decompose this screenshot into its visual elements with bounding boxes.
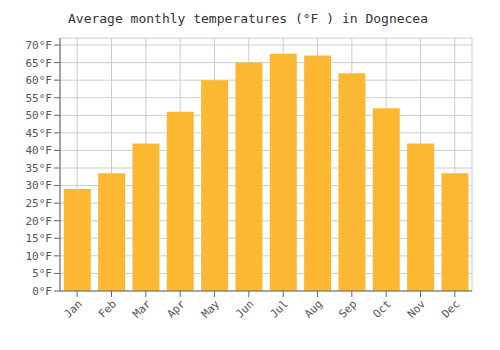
svg-text:Apr: Apr: [165, 297, 189, 321]
svg-text:25°F: 25°F: [26, 197, 53, 210]
svg-text:65°F: 65°F: [26, 57, 53, 70]
svg-text:35°F: 35°F: [26, 162, 53, 175]
svg-text:May: May: [199, 297, 223, 321]
svg-text:60°F: 60°F: [26, 74, 53, 87]
svg-text:45°F: 45°F: [26, 127, 53, 140]
svg-text:Sep: Sep: [336, 297, 359, 320]
svg-text:Mar: Mar: [130, 297, 154, 321]
svg-text:30°F: 30°F: [26, 179, 53, 192]
svg-text:5°F: 5°F: [32, 267, 52, 280]
svg-text:0°F: 0°F: [32, 285, 52, 298]
html-text:Average monthly temperatures (: Average monthly temperatures (°F ) in Do…: [68, 11, 428, 26]
svg-text:Jan: Jan: [62, 297, 85, 320]
svg-text:15°F: 15°F: [26, 232, 53, 245]
svg-text:Aug: Aug: [302, 297, 325, 320]
svg-text:Feb: Feb: [96, 297, 119, 320]
svg-text:Jul: Jul: [268, 297, 291, 320]
svg-text:10°F: 10°F: [26, 250, 53, 263]
svg-text:Dec: Dec: [439, 297, 462, 320]
svg-text:20°F: 20°F: [26, 215, 53, 228]
svg-text:Nov: Nov: [405, 297, 429, 321]
svg-text:70°F: 70°F: [26, 39, 53, 52]
svg-text:55°F: 55°F: [26, 92, 53, 105]
svg-text:Oct: Oct: [371, 297, 394, 320]
svg-text:50°F: 50°F: [26, 109, 53, 122]
svg-text:Jun: Jun: [233, 297, 256, 320]
svg-text:40°F: 40°F: [26, 144, 53, 157]
